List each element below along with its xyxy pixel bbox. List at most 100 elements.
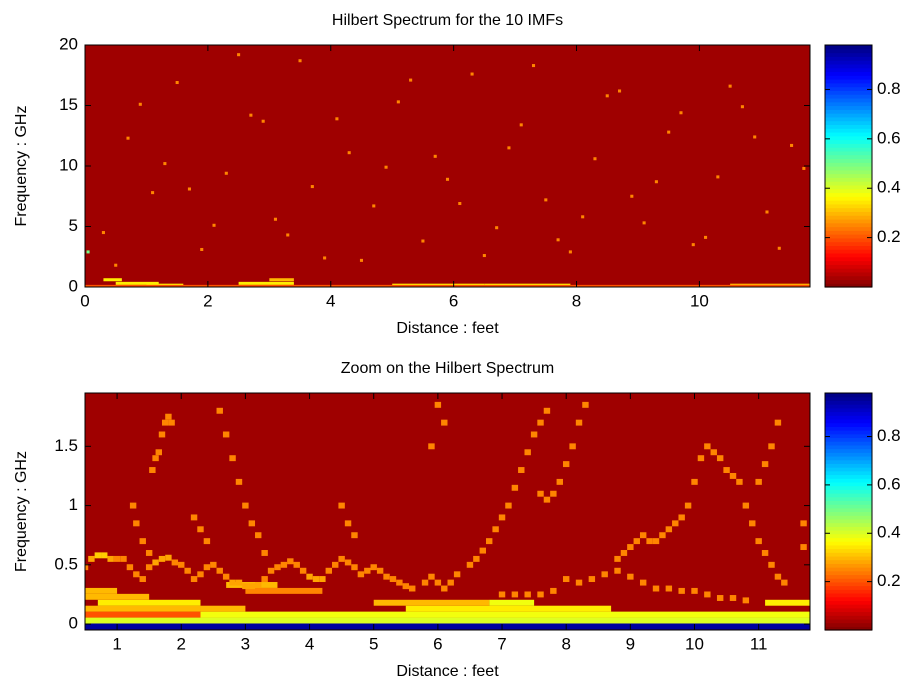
colorbar-strip — [825, 52, 872, 57]
colorbar-strip — [825, 279, 872, 284]
cell — [524, 449, 531, 456]
colorbar-strip — [825, 574, 872, 579]
y-axis-label: Frequency : GHz — [13, 106, 30, 227]
colorbar-strip — [825, 90, 872, 95]
cell — [777, 246, 781, 250]
y-tick-label: 20 — [59, 34, 78, 53]
cell — [338, 502, 345, 509]
cell — [774, 419, 782, 426]
cell — [511, 484, 519, 491]
colorbar-strip — [825, 570, 872, 576]
colorbar-strip — [825, 71, 872, 76]
band — [85, 611, 201, 618]
cell — [216, 567, 223, 574]
colorbar-strip — [825, 518, 872, 524]
cell — [639, 579, 647, 586]
colorbar-strip — [825, 162, 872, 167]
cell — [537, 490, 544, 497]
cell — [498, 591, 506, 598]
colorbar-strip — [825, 211, 872, 216]
colorbar-strip — [825, 470, 872, 476]
x-axis-label: Distance : feet — [396, 663, 499, 680]
cell — [781, 579, 788, 586]
cell — [168, 419, 175, 426]
colorbar-strip — [825, 485, 872, 490]
x-tick-label: 3 — [241, 634, 250, 653]
colorbar-strip — [825, 192, 872, 197]
cell — [235, 579, 243, 586]
colorbar-box — [824, 44, 873, 288]
colorbar-tick-label: 0.4 — [877, 523, 901, 542]
cell — [145, 564, 153, 571]
colorbar-strip — [825, 589, 872, 594]
cell — [86, 250, 90, 254]
cell — [409, 585, 416, 592]
cell — [261, 550, 268, 556]
colorbar-strip — [825, 522, 872, 527]
cell — [774, 573, 782, 580]
cell — [347, 151, 351, 155]
colorbar-strip — [825, 177, 872, 182]
cell — [319, 576, 326, 583]
cell — [507, 146, 511, 150]
cell — [716, 595, 724, 601]
colorbar-strip — [825, 533, 872, 539]
colorbar-strip — [825, 166, 872, 171]
cell — [639, 532, 647, 539]
cell — [152, 559, 159, 566]
cell — [492, 526, 499, 533]
colorbar-strip — [825, 67, 872, 73]
cell — [556, 238, 560, 242]
band — [85, 284, 810, 287]
cell — [617, 89, 622, 93]
colorbar-strip — [825, 559, 872, 564]
colorbar-strip — [825, 82, 872, 88]
colorbar-tick-label: 0.4 — [877, 178, 901, 197]
cell — [518, 467, 525, 473]
cell — [556, 478, 563, 485]
colorbar-strip — [825, 455, 872, 461]
colorbar-strip — [825, 411, 872, 416]
colorbar-strip — [825, 147, 872, 152]
cell — [679, 111, 683, 115]
cell — [161, 419, 169, 426]
cell — [742, 597, 750, 604]
cell — [351, 564, 358, 571]
cell — [550, 587, 557, 594]
band — [115, 281, 159, 285]
cell — [248, 520, 256, 527]
colorbar-strip — [825, 158, 872, 163]
plot-area — [85, 393, 810, 630]
colorbar-strip — [825, 459, 872, 464]
cell — [267, 567, 275, 574]
colorbar-strip — [825, 563, 872, 568]
x-tick-label: 6 — [433, 634, 442, 653]
cell — [761, 461, 769, 468]
x-tick-label: 8 — [572, 291, 581, 310]
colorbar-strip — [825, 218, 872, 224]
cell — [222, 573, 230, 580]
band — [103, 278, 122, 282]
x-tick-label: 7 — [497, 634, 506, 653]
colorbar-strip — [825, 283, 872, 288]
colorbar-strip — [825, 207, 872, 212]
cell — [562, 461, 570, 468]
cell — [605, 94, 609, 98]
background-cell — [85, 393, 810, 630]
cell — [614, 567, 621, 574]
cell — [396, 100, 400, 104]
colorbar-strip — [825, 241, 872, 247]
cell — [101, 231, 105, 235]
cell — [344, 559, 352, 566]
cell — [190, 514, 198, 521]
cell — [802, 166, 806, 170]
cell — [543, 407, 551, 414]
chart-title: Zoom on the Hilbert Spectrum — [341, 360, 554, 377]
cell — [273, 217, 278, 221]
cell — [402, 583, 410, 590]
x-tick-label: 5 — [369, 634, 378, 653]
cell — [306, 573, 313, 580]
cell — [678, 514, 685, 521]
cell — [155, 449, 162, 456]
background-cell — [85, 45, 810, 287]
